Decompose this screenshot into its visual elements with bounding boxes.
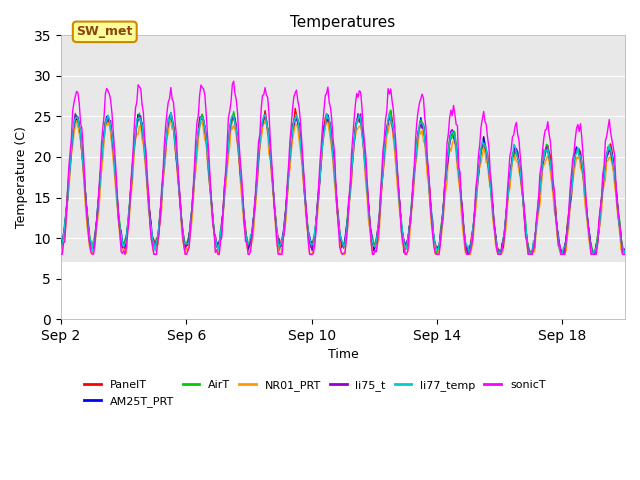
Line: NR01_PRT: NR01_PRT: [61, 120, 625, 254]
NR01_PRT: [260, 117, 268, 123]
sonicT: [575, 129, 583, 134]
AirT: [100, 131, 108, 137]
sonicT: [230, 78, 237, 84]
li77_temp: [57, 246, 65, 252]
AirT: [57, 245, 65, 251]
Line: AM25T_PRT: AM25T_PRT: [61, 114, 625, 254]
Bar: [61, 36, 625, 263]
li77_temp: [385, 110, 393, 116]
AirT: [506, 177, 514, 182]
sonicT: [621, 252, 629, 257]
PanelT: [577, 148, 584, 154]
li75_t: [506, 172, 514, 178]
li75_t: [450, 131, 458, 136]
li75_t: [385, 113, 393, 119]
AM25T_PRT: [385, 113, 393, 119]
sonicT: [57, 252, 65, 257]
NR01_PRT: [451, 138, 459, 144]
li75_t: [577, 151, 584, 157]
PanelT: [291, 106, 299, 111]
Line: li75_t: li75_t: [61, 113, 625, 254]
Line: AirT: AirT: [61, 110, 625, 254]
Line: sonicT: sonicT: [61, 81, 625, 254]
NR01_PRT: [494, 252, 502, 257]
AirT: [387, 108, 395, 113]
li77_temp: [577, 153, 584, 158]
AM25T_PRT: [577, 153, 584, 159]
AM25T_PRT: [57, 244, 65, 250]
AirT: [577, 152, 584, 158]
NR01_PRT: [621, 252, 629, 257]
li75_t: [621, 250, 629, 256]
Text: SW_met: SW_met: [77, 25, 133, 38]
li77_temp: [506, 176, 514, 182]
li77_temp: [100, 135, 108, 141]
AM25T_PRT: [506, 179, 514, 184]
AM25T_PRT: [230, 111, 237, 117]
li77_temp: [493, 239, 500, 245]
AirT: [384, 118, 392, 123]
NR01_PRT: [100, 138, 108, 144]
X-axis label: Time: Time: [328, 348, 358, 361]
li77_temp: [450, 131, 458, 137]
sonicT: [100, 113, 108, 119]
AM25T_PRT: [497, 252, 504, 257]
NR01_PRT: [121, 252, 129, 257]
NR01_PRT: [577, 165, 584, 171]
NR01_PRT: [387, 120, 395, 126]
PanelT: [57, 242, 65, 248]
PanelT: [621, 252, 629, 257]
Line: li77_temp: li77_temp: [61, 113, 625, 254]
li77_temp: [167, 110, 175, 116]
Legend: PanelT, AM25T_PRT, AirT, NR01_PRT, li75_t, li77_temp, sonicT: PanelT, AM25T_PRT, AirT, NR01_PRT, li75_…: [79, 376, 550, 411]
NR01_PRT: [506, 186, 514, 192]
PanelT: [385, 111, 393, 117]
NR01_PRT: [57, 249, 65, 254]
AirT: [621, 252, 629, 257]
li75_t: [100, 130, 108, 135]
sonicT: [493, 247, 500, 252]
PanelT: [100, 135, 108, 141]
AirT: [494, 248, 502, 254]
AM25T_PRT: [621, 247, 629, 253]
li77_temp: [621, 252, 629, 257]
li75_t: [57, 242, 65, 248]
li75_t: [167, 110, 175, 116]
sonicT: [385, 91, 393, 97]
Y-axis label: Temperature (C): Temperature (C): [15, 126, 28, 228]
Line: PanelT: PanelT: [61, 108, 625, 254]
PanelT: [495, 252, 503, 257]
li75_t: [494, 248, 502, 253]
li77_temp: [494, 252, 502, 257]
AM25T_PRT: [493, 244, 500, 250]
li75_t: [464, 252, 472, 257]
AirT: [451, 129, 459, 135]
AirT: [433, 252, 440, 257]
PanelT: [450, 134, 458, 140]
sonicT: [450, 103, 458, 108]
Title: Temperatures: Temperatures: [291, 15, 396, 30]
AM25T_PRT: [450, 130, 458, 136]
PanelT: [493, 245, 500, 251]
sonicT: [505, 173, 513, 179]
AM25T_PRT: [100, 132, 108, 138]
PanelT: [506, 177, 514, 182]
